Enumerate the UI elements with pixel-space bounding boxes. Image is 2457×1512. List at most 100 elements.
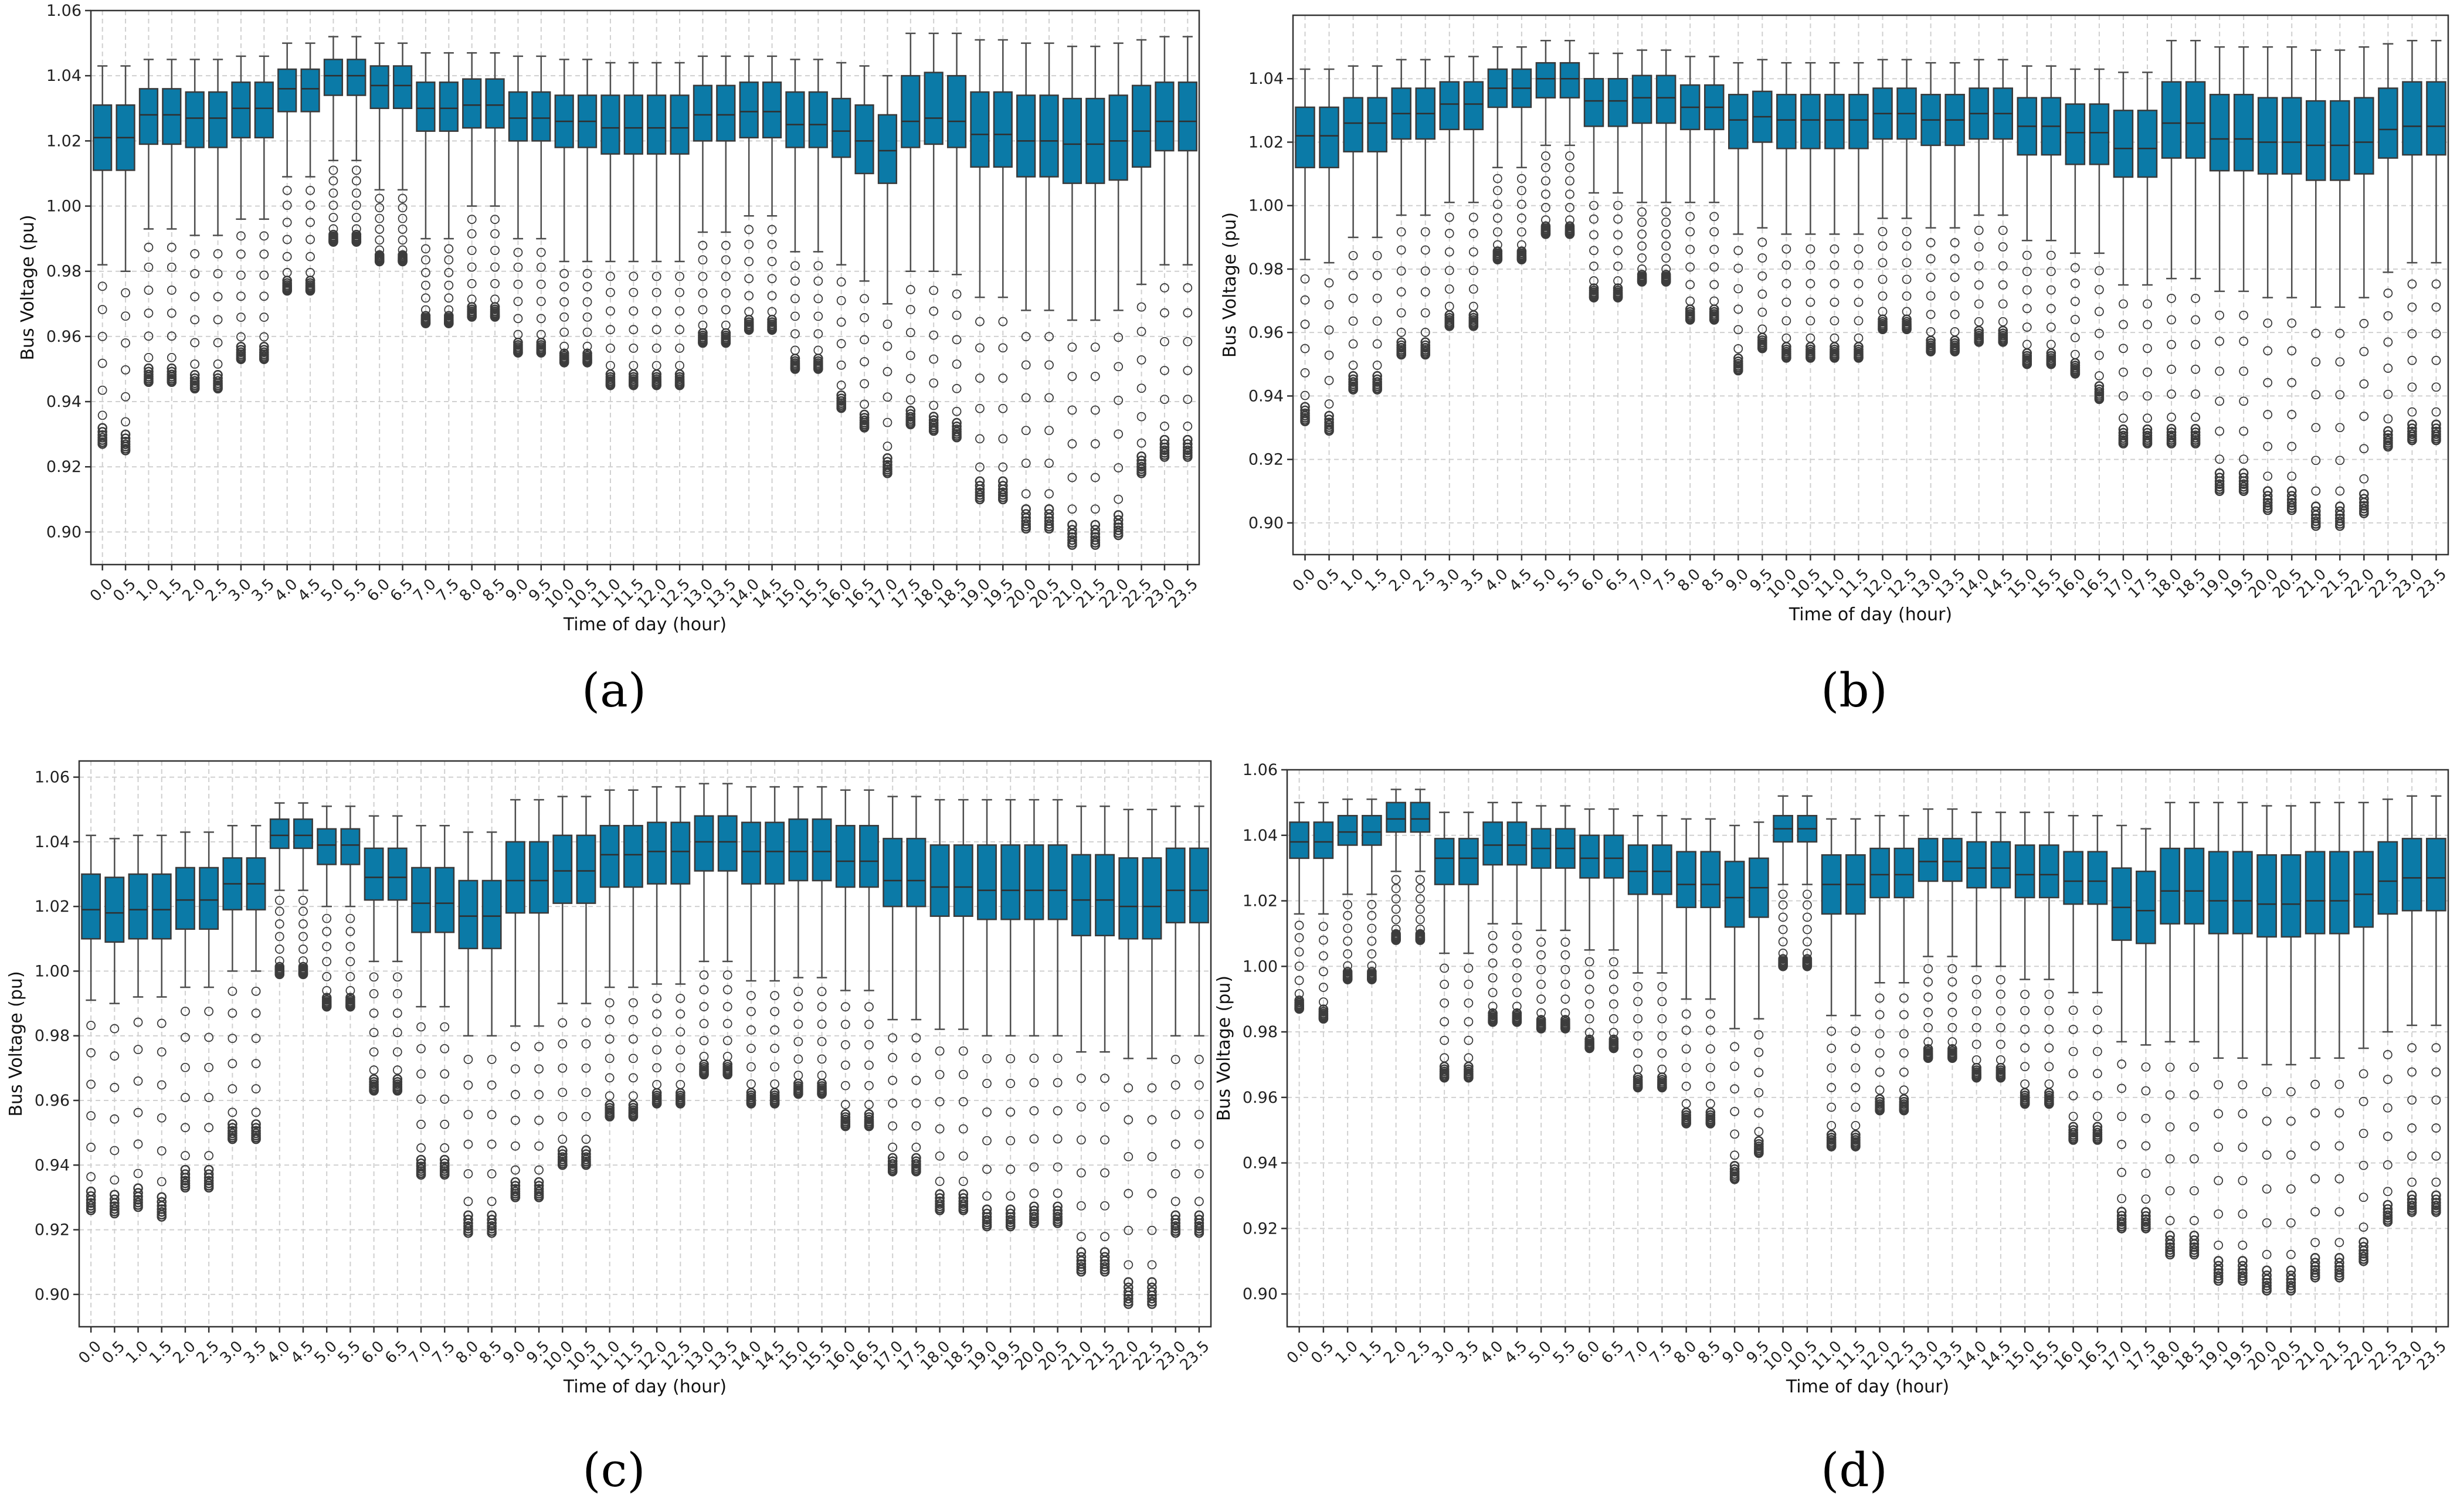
box-13.0 [1918,808,1939,1064]
outlier-point [1878,274,1888,284]
outlier-point [2238,1175,2248,1185]
outlier-point [392,972,402,982]
box-4.5 [1511,46,1532,265]
outlier-point [1806,278,1815,288]
outlier-point [958,1196,969,1207]
box-iqr [2377,841,2398,915]
outlier-point [2070,297,2080,307]
outlier-point [628,1103,639,1113]
box-iqr [1367,97,1387,152]
outlier-point [1827,1102,1837,1112]
box-0.5 [104,838,125,1219]
outlier-point [699,970,709,980]
box-iqr [208,91,228,148]
outlier-point [1778,900,1788,910]
box-21.0 [1071,805,1091,1277]
box-1.5 [1362,799,1382,984]
outlier-point [975,487,985,498]
outlier-point [1044,458,1054,468]
outlier-point [2190,430,2201,440]
outlier-point [1705,1063,1715,1072]
outlier-point [167,286,177,295]
outlier-point [2142,427,2153,438]
box-iqr [199,867,219,930]
outlier-point [1440,963,1450,973]
box-iqr [340,828,361,865]
outlier-point [375,245,385,255]
outlier-point [1372,316,1382,326]
outlier-point [1802,954,1813,964]
outlier-point [2044,1079,2054,1089]
outlier-point [1608,999,1618,1009]
outlier-point [1854,344,1864,355]
outlier-point [2310,1258,2320,1268]
outlier-point [298,919,308,929]
box-23.0 [1165,805,1186,1238]
outlier-point [1194,1214,1204,1225]
outlier-point [510,1116,520,1125]
outlier-point [676,1027,685,1037]
outlier-point [721,305,731,315]
outlier-point [651,372,661,382]
box-iqr [832,97,851,158]
box-4.5 [1506,801,1528,1027]
outlier-point [1300,368,1310,378]
outlier-point [167,308,177,318]
outlier-point [958,1177,968,1186]
box-iqr [1776,94,1797,149]
outlier-point [1608,970,1618,980]
box-iqr [2184,847,2205,925]
box-6.0 [364,815,384,1096]
outlier-point [510,1181,521,1191]
outlier-point [629,361,639,371]
outlier-point [1124,1083,1134,1093]
box-12.5 [1896,59,1917,335]
outlier-point [721,255,731,265]
box-iqr [623,94,643,155]
outlier-point [864,1020,874,1029]
chart-panel-b: 0.900.920.940.960.981.001.021.040.00.51.… [1220,14,2450,718]
outlier-point [1974,261,1984,271]
outlier-point [1318,922,1328,932]
box-iqr [254,81,274,139]
outlier-point [1372,251,1382,260]
outlier-point [905,285,915,294]
outlier-point [864,1100,874,1109]
outlier-point [2094,371,2104,380]
box-21.5 [2330,49,2350,531]
outlier-point [840,1040,850,1050]
outlier-point [144,363,154,373]
outlier-point [2358,1237,2368,1247]
outlier-point [1294,961,1304,971]
outlier-point [1439,1064,1450,1075]
outlier-point [1902,258,1912,268]
y-tick-label: 0.96 [1243,1089,1278,1107]
outlier-point [952,359,962,369]
outlier-point [605,1015,615,1025]
box-21.0 [2306,49,2326,531]
outlier-point [1854,244,1864,254]
outlier-point [2334,1079,2344,1089]
outlier-point [1136,438,1146,448]
outlier-point [2334,1174,2344,1184]
outlier-point [2046,267,2056,276]
box-12.0 [1872,59,1893,335]
outlier-point [298,956,308,966]
outlier-point [1029,1106,1039,1116]
outlier-point [860,357,869,366]
outlier-point [2238,1241,2248,1250]
outlier-point [698,305,708,315]
outlier-point [2286,1274,2296,1285]
outlier-point [1536,950,1546,960]
outlier-point [2189,1242,2200,1252]
outlier-point [282,218,292,227]
outlier-point [97,305,107,314]
outlier-point [746,1062,756,1072]
box-18.0 [929,799,950,1215]
outlier-point [1974,242,1984,252]
outlier-point [1464,998,1474,1008]
outlier-point [1851,1102,1861,1112]
outlier-point [2238,1209,2248,1219]
outlier-point [189,376,200,386]
outlier-point [975,462,985,472]
